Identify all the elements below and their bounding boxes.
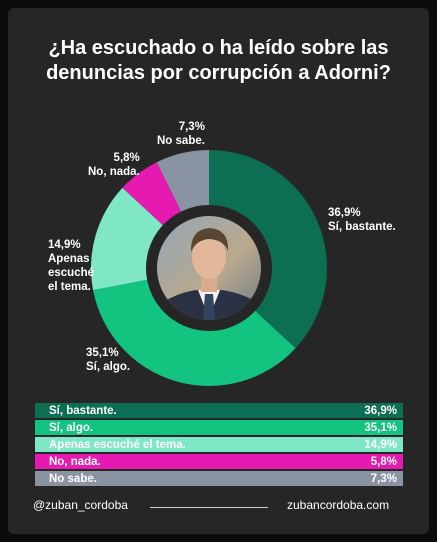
legend-table: Sí, bastante. 36,9% Sí, algo. 35,1% Apen…	[35, 403, 403, 488]
label-si-bastante: 36,9% Sí, bastante.	[328, 207, 396, 233]
footer-divider	[150, 507, 268, 508]
center-portrait	[157, 216, 261, 320]
chart-title-line-1: ¿Ha escuchado o ha leído sobre las	[48, 37, 389, 59]
label-no-sabe: 7,3% No sabe.	[157, 121, 205, 147]
label-no-nada: 5,8% No, nada.	[88, 152, 140, 178]
donut-slice-4	[156, 150, 209, 212]
label-apenas-escuche: 14,9% Apenas escuché el tema.	[48, 239, 95, 293]
legend-row-apenas-escuche: Apenas escuché el tema. 14,9%	[35, 437, 403, 452]
footer-website[interactable]: zubancordoba.com	[287, 498, 390, 512]
donut-slice-1	[93, 279, 296, 387]
donut-slice-2	[91, 187, 163, 291]
label-si-algo: 35,1% Sí, algo.	[86, 347, 131, 373]
chart-title-line-2: denuncias por corrupción a Adorni?	[46, 62, 391, 84]
chart-title: ¿Ha escuchado o ha leído sobre las denun…	[0, 36, 437, 86]
donut-slice-3	[122, 162, 182, 226]
donut-chart	[91, 150, 328, 387]
donut-slice-0	[209, 150, 328, 349]
donut-slices	[91, 150, 328, 387]
legend-row-si-bastante: Sí, bastante. 36,9%	[35, 403, 403, 418]
legend-row-si-algo: Sí, algo. 35,1%	[35, 420, 403, 435]
legend-row-no-sabe: No sabe. 7,3%	[35, 471, 403, 486]
legend-row-no-nada: No, nada. 5,8%	[35, 454, 403, 469]
footer-handle[interactable]: @zuban_cordoba	[33, 498, 128, 512]
